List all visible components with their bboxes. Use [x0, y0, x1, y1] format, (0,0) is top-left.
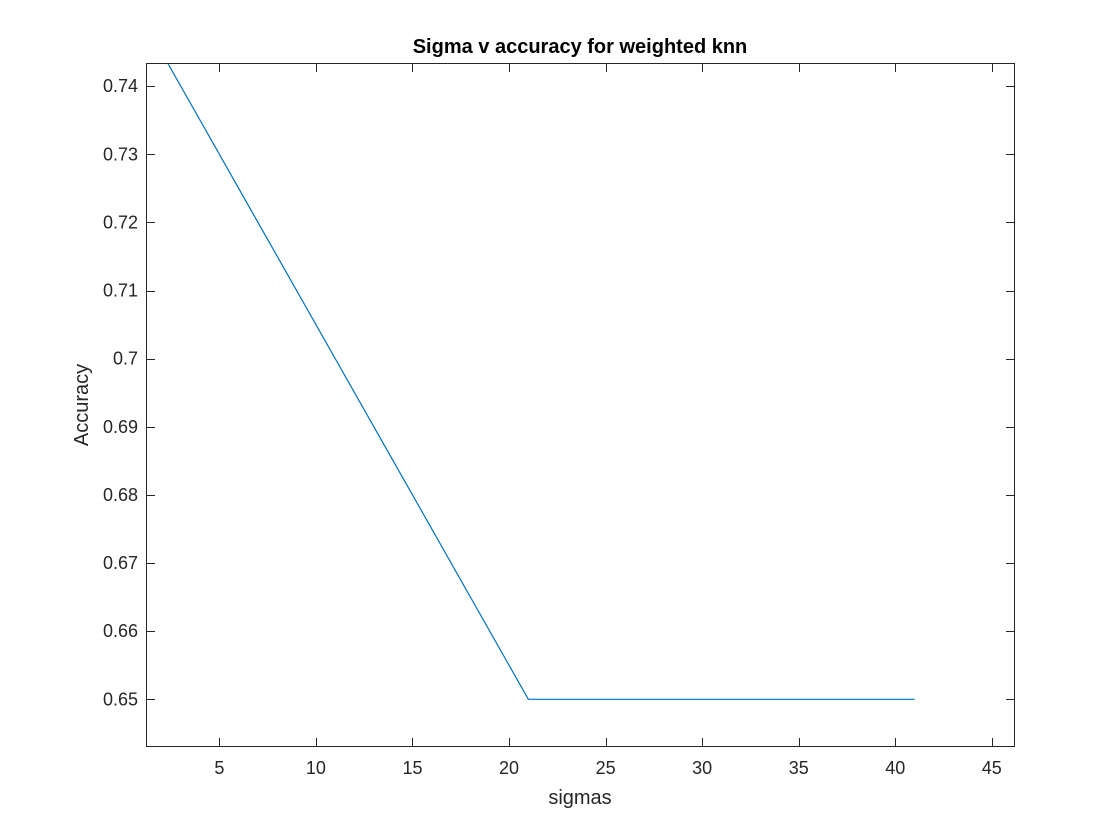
y-tick-label: 0.68	[103, 485, 138, 505]
x-tick-label: 35	[789, 758, 809, 778]
x-tick-label: 15	[402, 758, 422, 778]
y-tick-label: 0.69	[103, 417, 138, 437]
x-axis-label: sigmas	[548, 787, 611, 809]
x-tick-label: 5	[214, 758, 224, 778]
x-tick-label: 10	[306, 758, 326, 778]
x-tick-label: 30	[692, 758, 712, 778]
plot-area	[146, 63, 1015, 747]
y-tick-label: 0.66	[103, 621, 138, 641]
x-tick-label: 20	[499, 758, 519, 778]
y-tick-label: 0.73	[103, 144, 138, 164]
ticks-layer	[146, 63, 1015, 747]
axes-box	[146, 63, 1015, 747]
y-tick-label: 0.74	[103, 76, 138, 96]
chart-title: Sigma v accuracy for weighted knn	[413, 36, 748, 58]
y-tick-label: 0.71	[103, 281, 138, 301]
tick-labels-layer: 5 10 15 20 25 30 35 40 45 0.65 0.66 0.67 0.68 0.69 0.7…	[103, 76, 1002, 778]
x-tick-label: 45	[982, 758, 1002, 778]
y-tick-label: 0.7	[113, 349, 138, 369]
y-tick-label: 0.72	[103, 212, 138, 232]
x-tick-label: 40	[885, 758, 905, 778]
series-layer	[166, 63, 915, 700]
series-line-0	[166, 63, 915, 700]
y-axis-label: Accuracy	[71, 364, 93, 446]
y-tick-label: 0.67	[103, 553, 138, 573]
x-tick-label: 25	[596, 758, 616, 778]
y-tick-label: 0.65	[103, 689, 138, 709]
